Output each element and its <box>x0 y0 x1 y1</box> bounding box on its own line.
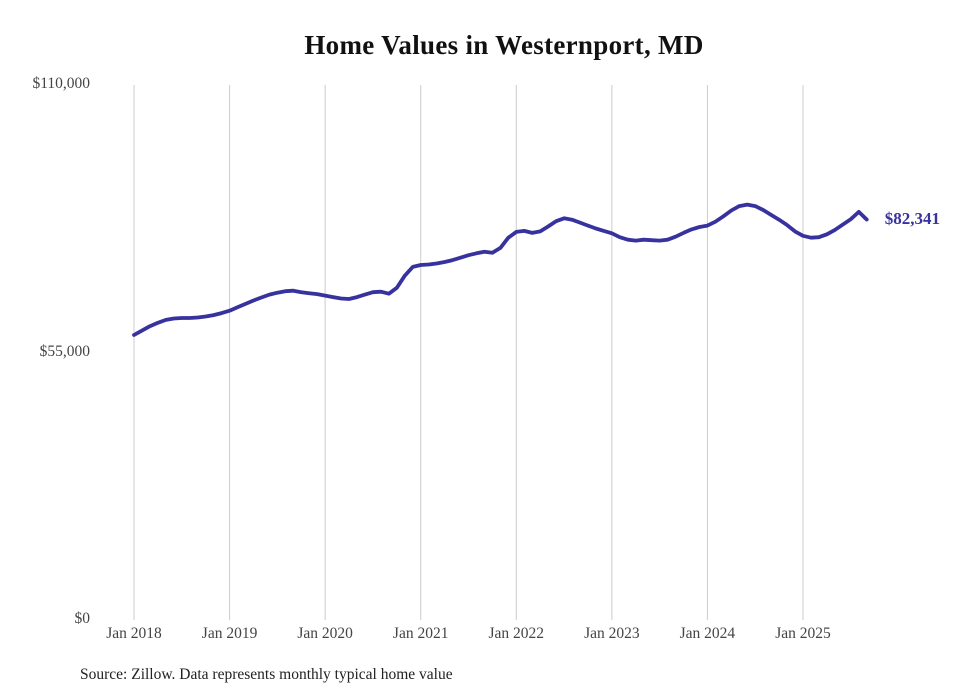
x-tick-label: Jan 2021 <box>392 625 449 642</box>
y-tick-label: $110,000 <box>32 75 90 92</box>
x-tick-label: Jan 2019 <box>201 625 258 642</box>
y-tick-label: $55,000 <box>39 342 90 360</box>
x-tick-label: Jan 2018 <box>106 625 162 642</box>
latest-value-label: $82,341 <box>884 208 940 228</box>
x-tick-label: Jan 2022 <box>488 625 545 642</box>
x-tick-label: Jan 2020 <box>297 625 353 642</box>
chart-title: Home Values in Westernport, MD <box>304 30 704 60</box>
home-value-line <box>132 202 869 337</box>
x-tick-label: Jan 2023 <box>584 625 640 642</box>
y-tick-label: $0 <box>74 610 91 627</box>
x-tick-label: Jan 2025 <box>775 625 831 642</box>
source-note: Source: Zillow. Data represents monthly … <box>80 666 453 683</box>
x-tick-label: Jan 2024 <box>679 625 736 642</box>
